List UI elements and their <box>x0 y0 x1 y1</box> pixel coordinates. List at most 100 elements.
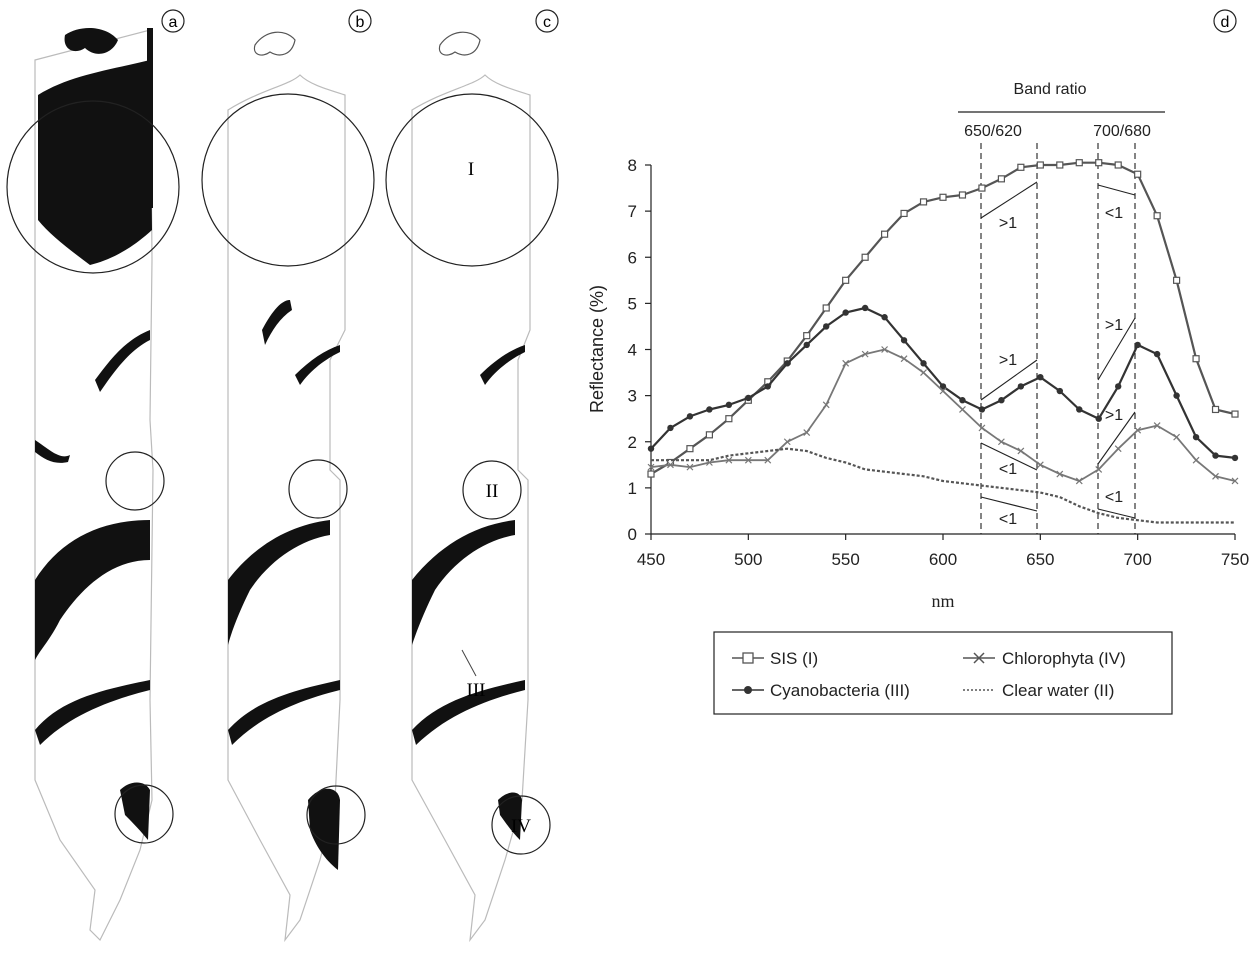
svg-text:c: c <box>543 14 551 31</box>
ratio-annot-2: <1 <box>1105 205 1123 222</box>
svg-text:Chlorophyta (IV): Chlorophyta (IV) <box>1002 649 1126 668</box>
data-point <box>764 383 771 390</box>
x-tick-label: 650 <box>1026 550 1054 569</box>
svg-text:SIS (I): SIS (I) <box>770 649 818 668</box>
x-tick-label: 550 <box>831 550 859 569</box>
data-point <box>1173 433 1181 441</box>
lake-outline-a <box>34 29 154 942</box>
svg-text:Clear water (II): Clear water (II) <box>1002 681 1114 700</box>
ratio-annot-3: >1 <box>999 352 1017 369</box>
x-tick-label: 750 <box>1221 550 1249 569</box>
roi-circle-b3 <box>306 785 366 845</box>
data-point <box>1134 170 1142 178</box>
data-point <box>1114 161 1122 169</box>
ratio-segments <box>980 181 1136 519</box>
data-point <box>939 383 947 390</box>
data-point <box>686 413 694 420</box>
data-point <box>880 230 889 238</box>
data-point <box>1192 355 1200 363</box>
data-point <box>803 332 811 340</box>
data-point <box>1134 341 1141 349</box>
data-point <box>1153 422 1161 430</box>
svg-text:d: d <box>1221 14 1230 31</box>
panel-letter-b: b <box>348 9 372 33</box>
y-tick-label: 4 <box>628 341 637 360</box>
data-point <box>822 401 830 409</box>
data-point <box>1211 405 1220 414</box>
svg-text:b: b <box>356 14 365 31</box>
data-point <box>667 424 674 432</box>
panel-letter-a: a <box>161 9 185 33</box>
panel-letter-d: d <box>1213 9 1237 33</box>
ratio-annot-4: >1 <box>1105 317 1123 334</box>
spectral-chart-panel: d Band ratio 650/620 700/680 450 500 550 60… <box>587 9 1249 715</box>
series-layer <box>647 159 1239 524</box>
data-point <box>1134 426 1142 434</box>
island-top-b <box>253 31 296 56</box>
series-line-clear-water <box>651 447 1235 524</box>
data-point <box>900 337 908 344</box>
data-point <box>647 445 655 452</box>
data-point <box>823 323 830 330</box>
data-point <box>1173 392 1180 399</box>
data-point <box>881 346 889 353</box>
data-point <box>1017 383 1025 390</box>
data-point <box>686 463 694 471</box>
data-point <box>1056 161 1064 169</box>
coast-feature-b3 <box>228 520 330 645</box>
data-point <box>1172 276 1181 284</box>
ratio-annot-8: <1 <box>1105 489 1123 506</box>
data-point <box>745 394 752 402</box>
coast-feature-b5 <box>308 788 340 870</box>
coast-feature-b4 <box>228 680 340 745</box>
lake-outline-b <box>227 74 346 943</box>
y-tick-label: 7 <box>628 202 637 221</box>
data-point <box>919 198 928 206</box>
data-point <box>1231 477 1239 485</box>
roi-circle-a3 <box>114 784 174 844</box>
data-point <box>1212 452 1219 459</box>
data-point <box>978 406 986 413</box>
data-point <box>744 456 752 464</box>
data-point <box>861 253 869 261</box>
legend-entry-cyanobacteria: Cyanobacteria (III) <box>732 681 910 700</box>
coast-feature-b2 <box>295 345 340 385</box>
data-point <box>1095 159 1103 167</box>
region-label-II: II <box>486 481 499 502</box>
y-tick-label: 1 <box>628 479 637 498</box>
data-point <box>1036 161 1044 169</box>
data-point <box>1231 454 1239 462</box>
data-point <box>900 355 908 363</box>
data-point <box>783 438 791 446</box>
data-point <box>1153 350 1161 358</box>
island-top-a <box>64 28 118 54</box>
data-point <box>667 461 674 469</box>
region-III-leader <box>461 649 477 677</box>
svg-text:a: a <box>169 14 178 31</box>
coast-feature-b1 <box>262 300 292 345</box>
legend: SIS (I) Chlorophyta (IV) Cyanobacteria (… <box>713 631 1173 715</box>
data-point <box>998 397 1005 404</box>
data-point <box>725 415 733 423</box>
y-tick-label: 2 <box>628 433 637 452</box>
data-point <box>1192 433 1200 441</box>
data-point <box>1095 466 1103 473</box>
panel-letter-c: c <box>535 9 559 33</box>
coast-feature-c2 <box>412 520 515 645</box>
coast-feature-c1 <box>480 345 525 385</box>
x-tick-label: 600 <box>929 550 957 569</box>
data-point <box>1153 212 1161 220</box>
data-point <box>1212 472 1219 480</box>
data-point <box>1037 373 1044 381</box>
data-point <box>920 360 927 367</box>
data-point <box>1056 387 1064 395</box>
band-ratio-pair-1: 650/620 <box>964 123 1022 140</box>
roi-circle-b2 <box>288 459 348 519</box>
data-point <box>920 369 927 376</box>
y-tick-label: 6 <box>628 248 637 267</box>
data-point <box>1075 477 1083 485</box>
region-label-I: I <box>468 159 474 180</box>
y-tick-label: 3 <box>628 387 637 406</box>
data-point <box>842 309 849 316</box>
